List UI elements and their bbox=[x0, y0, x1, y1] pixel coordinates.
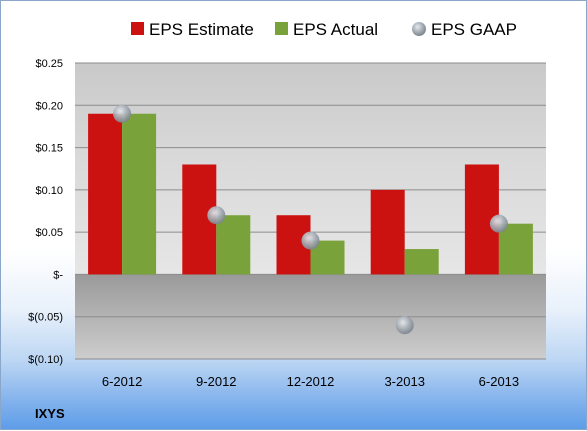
legend-label: EPS Estimate bbox=[149, 20, 254, 39]
gaap-marker bbox=[489, 214, 508, 233]
legend-swatch bbox=[131, 22, 144, 35]
y-tick-label: $0.10 bbox=[35, 185, 63, 197]
gaap-marker bbox=[395, 316, 414, 335]
y-axis-tick-labels: $0.25 $0.20 $0.15 $0.10 $0.05 $- $(0.05) $(0.10… bbox=[28, 58, 63, 366]
legend: EPS Estimate EPS Actual EPS GAAP bbox=[131, 20, 517, 39]
x-category-label: 6-2013 bbox=[479, 374, 519, 389]
legend-label: EPS GAAP bbox=[431, 20, 517, 39]
y-tick-label: $(0.05) bbox=[28, 312, 63, 324]
y-tick-label: $0.20 bbox=[35, 100, 63, 112]
gaap-marker bbox=[207, 206, 226, 225]
gaap-marker bbox=[301, 231, 320, 250]
bars-layer bbox=[88, 113, 533, 275]
gaap-marker bbox=[113, 104, 132, 123]
gaap-markers-layer bbox=[113, 104, 508, 335]
y-tick-label: $0.05 bbox=[35, 227, 63, 239]
ticker-label: IXYS bbox=[35, 406, 65, 421]
y-tick-label: $0.15 bbox=[35, 143, 63, 155]
y-tick-label: $- bbox=[53, 269, 63, 281]
x-axis-category-labels: 6-2012 9-2012 12-2012 3-2013 6-2013 bbox=[102, 374, 519, 389]
legend-label: EPS Actual bbox=[293, 20, 378, 39]
bar-eps-actual bbox=[498, 223, 533, 275]
bar-eps-estimate bbox=[370, 189, 405, 275]
bar-eps-actual bbox=[122, 113, 157, 275]
bar-eps-actual bbox=[216, 215, 251, 275]
y-tick-label: $0.25 bbox=[35, 58, 63, 70]
legend-swatch bbox=[275, 22, 288, 35]
x-category-label: 9-2012 bbox=[196, 374, 236, 389]
bar-eps-actual bbox=[404, 249, 439, 275]
x-category-label: 12-2012 bbox=[287, 374, 335, 389]
bar-eps-estimate bbox=[88, 113, 123, 275]
legend-swatch-gaap bbox=[412, 22, 426, 36]
x-category-label: 6-2012 bbox=[102, 374, 142, 389]
x-category-label: 3-2013 bbox=[384, 374, 424, 389]
y-tick-label: $(0.10) bbox=[28, 354, 63, 366]
